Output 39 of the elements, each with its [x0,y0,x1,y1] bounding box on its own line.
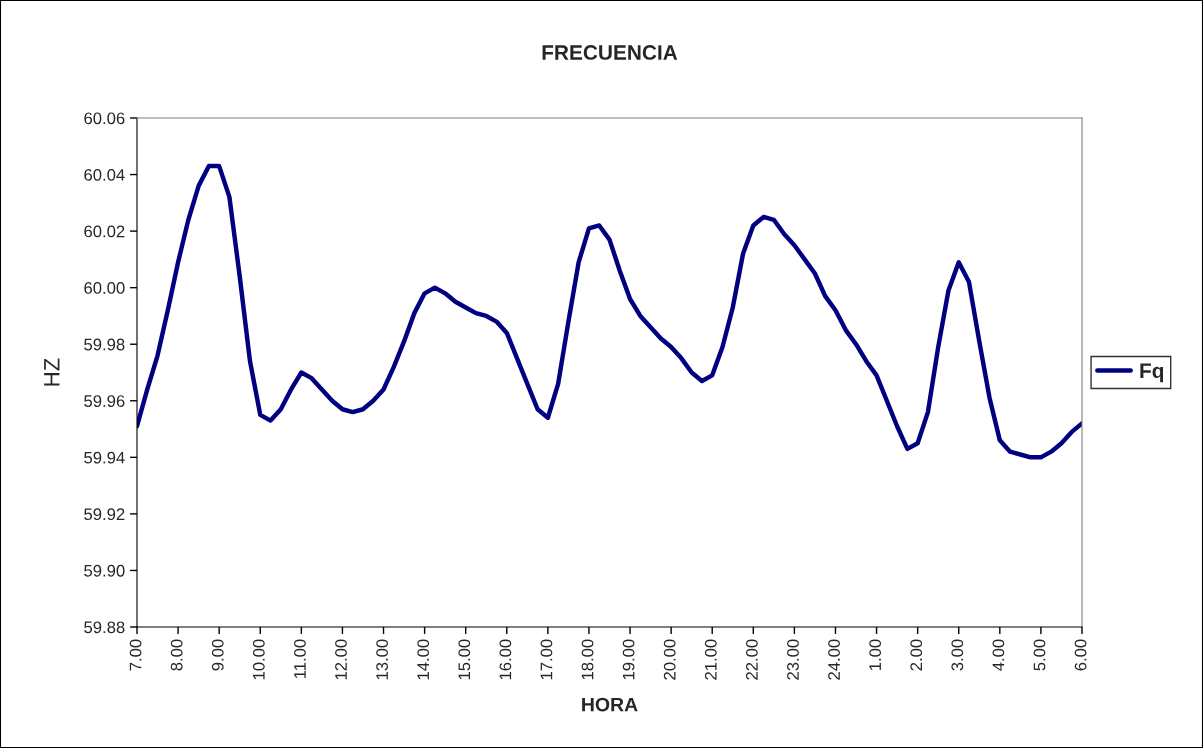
chart-title: FRECUENCIA [542,45,678,60]
legend-label: Fq [1140,363,1164,383]
x-tick-label: 17.00 [540,639,553,680]
y-tick-label: 59.98 [84,338,125,351]
y-tick-label: 60.00 [84,282,125,294]
x-tick-label: 1.00 [869,639,882,670]
line-series [137,163,1082,460]
y-tick-label: 60.04 [84,168,125,181]
y-tick-label: 59.94 [84,451,125,464]
y-tick-label: 59.92 [84,508,125,521]
x-tick-label: 5.00 [1033,639,1046,671]
y-tick-label: 59.90 [84,564,125,577]
x-tick-label: 3.00 [951,639,964,671]
x-tick-label: 12.00 [335,639,347,680]
x-tick-label: 22.00 [745,639,758,680]
x-tick-label: 7.00 [129,639,142,671]
x-tick-label: 9.00 [211,639,224,671]
y-axis-title: HZ [44,358,60,386]
x-tick-label: 10.00 [252,639,265,680]
x-tick-label: 16.00 [499,639,512,680]
x-axis-title: HORA [582,697,638,712]
x-tick-label: 4.00 [992,639,1005,671]
x-tick-label: 18.00 [581,639,594,680]
y-tick-label: 59.88 [84,621,125,634]
x-tick-label: 2.00 [910,639,923,671]
y-tick-label: 59.96 [84,395,125,407]
x-tick-label: 19.00 [622,639,635,680]
x-tick-label: 6.00 [1074,639,1087,671]
y-tick-label: 60.06 [84,112,125,125]
x-tick-label: 21.00 [704,639,717,680]
x-tick-label: 14.00 [417,639,430,680]
x-tick-label: 15.00 [458,639,471,680]
x-tick-label: 23.00 [787,639,799,680]
x-tick-label: 11.00 [294,639,306,679]
x-tick-label: 8.00 [170,639,183,671]
x-tick-label: 24.00 [828,639,840,680]
x-tick-label: 13.00 [376,639,388,680]
y-tick-label: 60.02 [84,225,125,238]
x-tick-label: 20.00 [663,639,676,680]
